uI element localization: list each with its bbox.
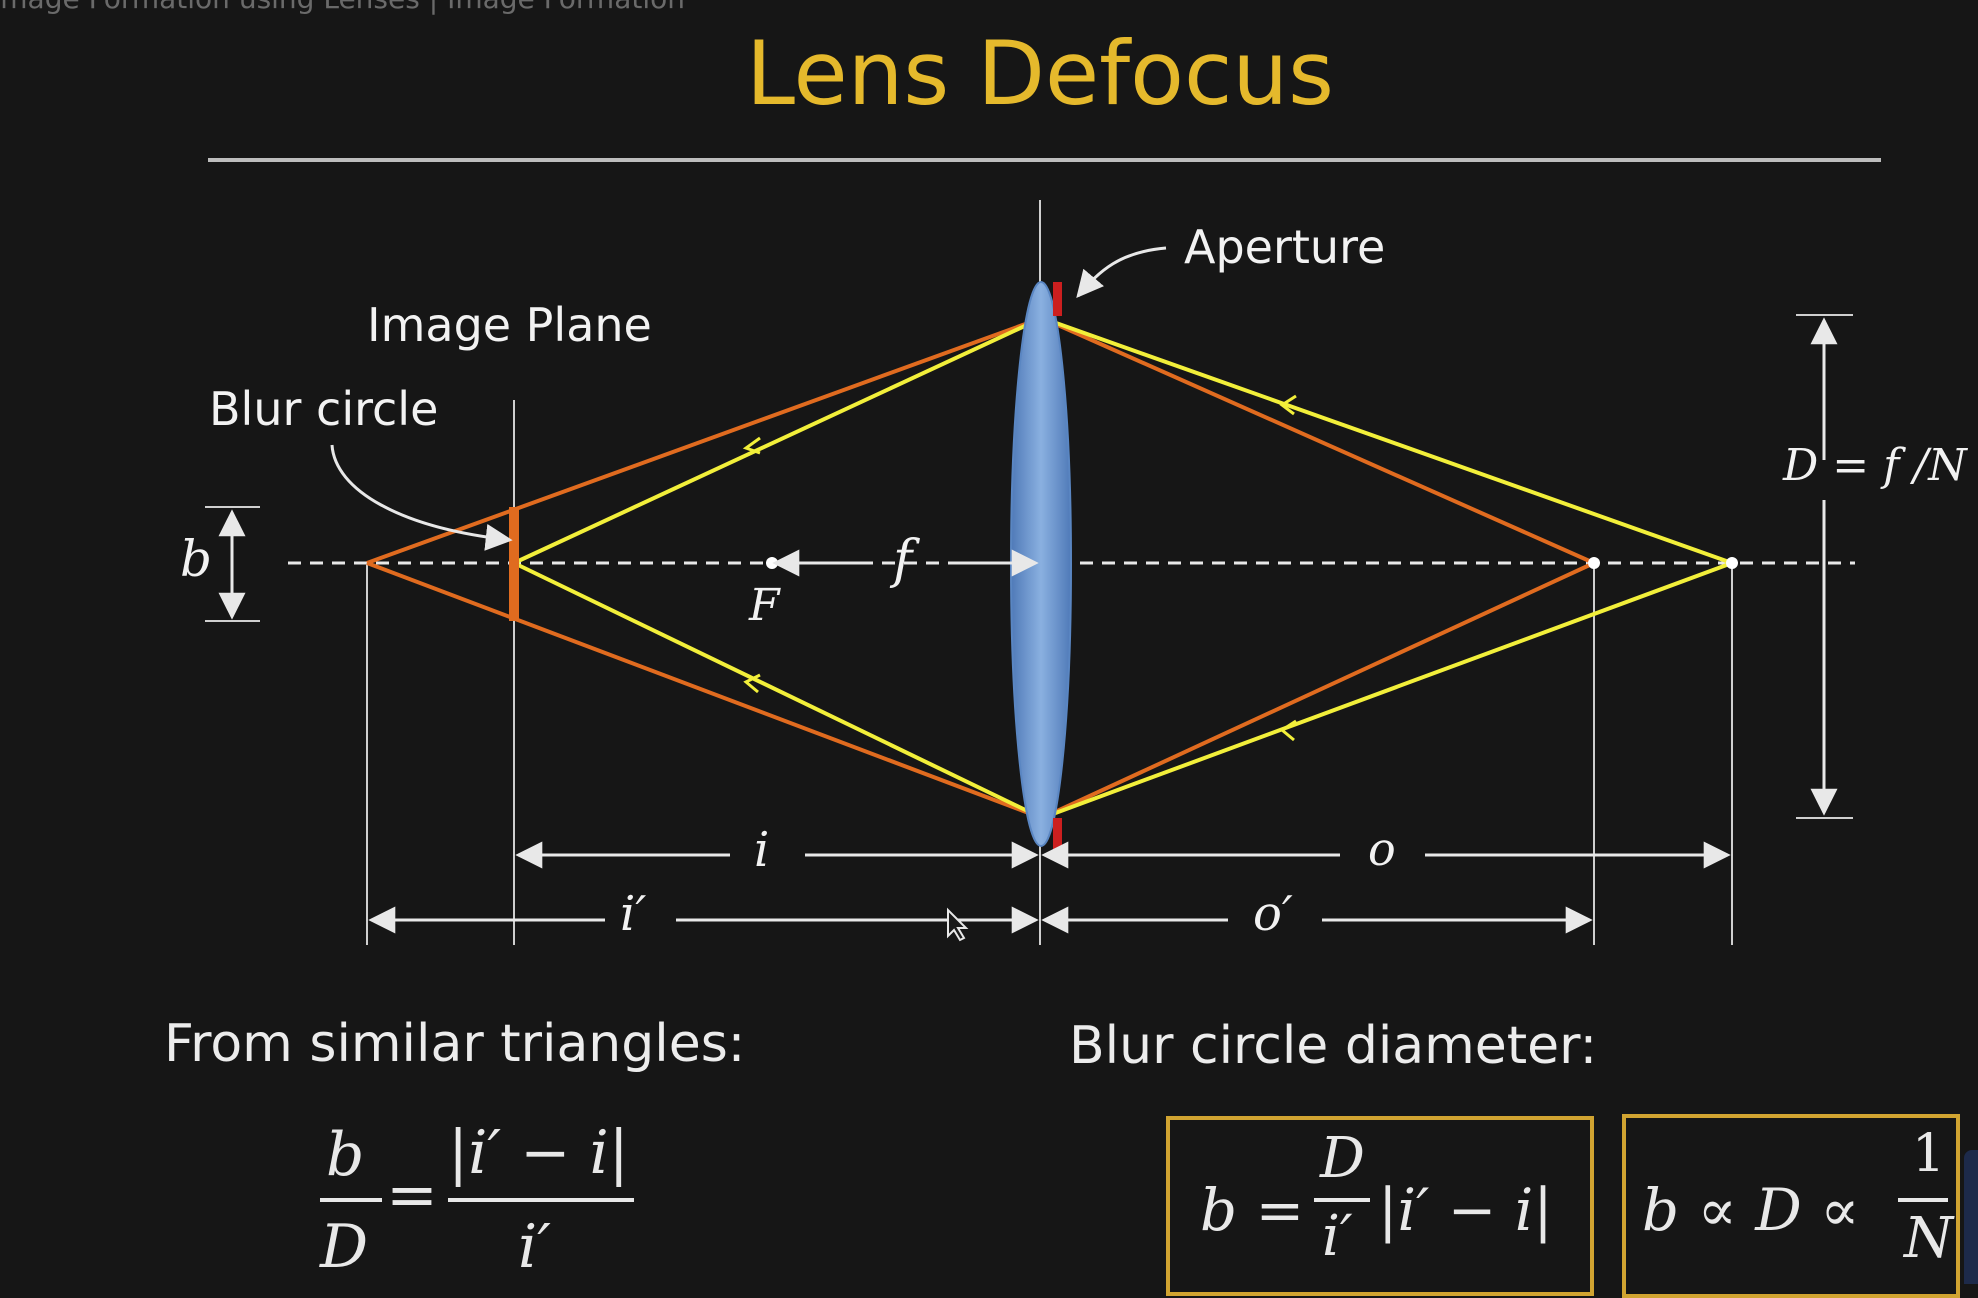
box2-expression: b ∝ D ∝ <box>1642 1176 1860 1244</box>
blur-circle-callout <box>330 444 513 551</box>
aperture-label: Aperture <box>1184 220 1386 274</box>
mouse-cursor-icon <box>947 907 969 942</box>
slide-title: Lens Defocus <box>746 22 1334 125</box>
box2-denominator: N <box>1904 1206 1953 1271</box>
proportionality-box: b ∝ D ∝ 1 N <box>1622 1114 1960 1298</box>
box1-fracline <box>1314 1198 1370 1202</box>
aperture-stop-top <box>1053 282 1062 316</box>
oprime-label: o′ <box>1253 886 1293 942</box>
eq-denominator: i′ <box>518 1212 551 1282</box>
aperture-stop-bottom <box>1053 818 1062 852</box>
yellow-rays <box>513 316 1733 820</box>
object-point-oprime <box>1588 557 1600 569</box>
o-label: o <box>1368 822 1396 876</box>
video-title: Image Formation using Lenses | Image For… <box>0 0 685 15</box>
box1-denominator: i′ <box>1322 1204 1353 1269</box>
eq-equals: = <box>386 1158 438 1231</box>
eq-fracline-left <box>320 1198 382 1202</box>
ray-direction-arrows <box>742 394 1297 742</box>
aperture-diameter-label: D = f /N <box>1783 440 1967 491</box>
blur-formula-box: b = D i′ |i′ − i| <box>1166 1116 1594 1296</box>
object-point-o <box>1726 557 1738 569</box>
focal-point-label: F <box>749 580 780 631</box>
blur-circle-bar <box>509 507 519 621</box>
f-label: f <box>893 530 913 590</box>
box2-numerator: 1 <box>1912 1124 1946 1184</box>
eq-fracline-right <box>448 1198 634 1202</box>
box1-b-equals: b = <box>1200 1176 1305 1244</box>
box2-fracline <box>1898 1198 1948 1202</box>
image-plane-label: Image Plane <box>367 298 652 352</box>
blur-circle-label: Blur circle <box>209 382 439 436</box>
similar-triangles-equation: b D = |i′ − i| i′ <box>310 1118 640 1284</box>
aperture-callout <box>1076 246 1167 299</box>
eq-numerator: |i′ − i| <box>448 1118 629 1188</box>
similar-triangles-heading: From similar triangles: <box>164 1014 746 1074</box>
b-label: b <box>180 530 213 588</box>
eq-D: D <box>320 1212 369 1282</box>
presenter-video-edge <box>1964 1150 1978 1284</box>
box1-numerator: D <box>1320 1126 1365 1191</box>
orange-rays <box>366 316 1595 820</box>
box1-abs-diff: |i′ − i| <box>1378 1176 1553 1244</box>
blur-diameter-heading: Blur circle diameter: <box>1069 1016 1598 1076</box>
eq-b: b <box>326 1120 365 1190</box>
i-label: i <box>754 822 770 878</box>
iprime-label: i′ <box>620 886 647 942</box>
